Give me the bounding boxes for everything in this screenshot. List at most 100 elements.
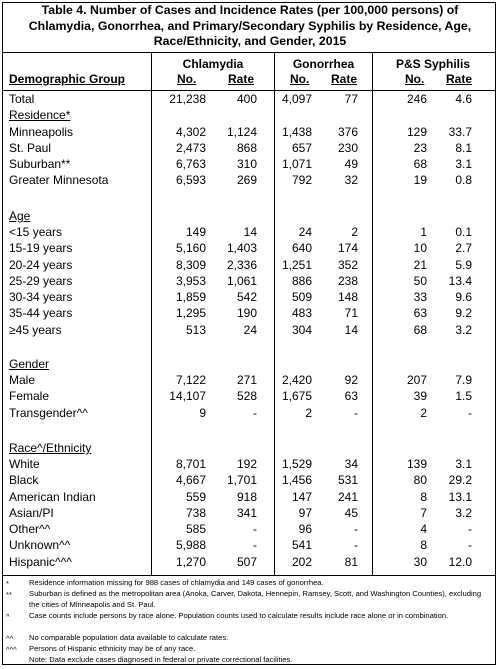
cell-go-rate: 148 — [337, 290, 358, 304]
cell-go-rate: - — [354, 538, 358, 552]
cell-go-no: 509 — [291, 290, 312, 304]
row-label: 25-29 years — [9, 274, 73, 288]
row-label: <15 years — [9, 225, 63, 239]
syphilis-header: P&S Syphilis — [395, 57, 471, 71]
cell-sy-no: 21 — [413, 258, 427, 272]
row-label: Male — [9, 373, 36, 387]
cell-sy-rate: 0.1 — [455, 225, 472, 239]
section-header: Race^/Ethnicity — [9, 441, 92, 455]
cell-ch-rate: 918 — [236, 490, 257, 504]
cell-sy-rate: 0.8 — [455, 173, 472, 187]
cell-sy-rate: 12.0 — [448, 555, 472, 569]
row-label: American Indian — [9, 490, 96, 504]
header-divider — [3, 90, 495, 91]
cell-ch-no: 585 — [185, 522, 206, 536]
cell-ch-no: 14,107 — [169, 389, 206, 403]
cell-sy-rate: 8.1 — [455, 141, 472, 155]
cell-go-no: 2,420 — [281, 373, 312, 387]
cell-go-rate: 238 — [337, 274, 358, 288]
cell-ch-no: 1,270 — [175, 555, 206, 569]
title-divider — [3, 52, 495, 53]
cell-go-no: 640 — [291, 241, 312, 255]
cell-go-rate: 81 — [344, 555, 358, 569]
cell-sy-no: 2 — [420, 406, 427, 420]
cell-ch-no: 1,295 — [175, 306, 206, 320]
gonorrhea-rate-header: Rate — [331, 72, 358, 86]
cell-go-rate: 352 — [337, 258, 358, 272]
column-divider — [274, 53, 275, 575]
cell-go-no: 1,456 — [281, 473, 312, 487]
cell-sy-no: 80 — [413, 473, 427, 487]
footnote-text: Suburban is defined as the metropolitan … — [29, 589, 482, 609]
cell-sy-rate: 4.6 — [455, 92, 472, 106]
row-label: 15-19 years — [9, 241, 73, 255]
cell-go-rate: 531 — [337, 473, 358, 487]
row-label: Hispanic^^^ — [9, 555, 72, 569]
cell-go-rate: - — [354, 406, 358, 420]
cell-sy-no: 4 — [420, 522, 427, 536]
cell-sy-rate: 3.1 — [455, 157, 472, 171]
footnote-text: Case counts include persons by race alon… — [29, 611, 449, 620]
cell-go-rate: 174 — [337, 241, 358, 255]
section-header: Gender — [9, 357, 50, 371]
cell-ch-rate: 400 — [236, 92, 257, 106]
cell-ch-no: 6,593 — [175, 173, 206, 187]
cell-sy-rate: 1.5 — [455, 389, 472, 403]
column-divider — [151, 53, 152, 575]
cell-ch-no: 513 — [185, 323, 206, 337]
chlamydia-no-header: No. — [177, 72, 197, 86]
footnote-text: No comparable population data available … — [29, 633, 229, 642]
cell-ch-rate: 269 — [236, 173, 257, 187]
cell-go-no: 541 — [291, 538, 312, 552]
cell-go-no: 792 — [291, 173, 312, 187]
syphilis-no-header: No. — [405, 72, 425, 86]
cell-go-rate: 77 — [344, 92, 358, 106]
footnote-symbol: ** — [6, 590, 12, 599]
cell-ch-no: 21,238 — [169, 92, 206, 106]
cell-ch-rate: 1,061 — [226, 274, 257, 288]
cell-ch-no: 4,302 — [175, 125, 206, 139]
cell-ch-rate: 341 — [236, 506, 257, 520]
cell-sy-rate: 3.1 — [455, 457, 472, 471]
cell-go-no: 1,675 — [281, 389, 312, 403]
demographic-group-header: Demographic Group — [9, 72, 126, 86]
cell-ch-rate: 528 — [236, 389, 257, 403]
cell-ch-no: 5,160 — [175, 241, 206, 255]
cell-go-rate: 2 — [351, 225, 358, 239]
cell-ch-no: 5,988 — [175, 538, 206, 552]
cell-sy-no: 8 — [420, 490, 427, 504]
cell-go-rate: 32 — [344, 173, 358, 187]
cell-ch-rate: 190 — [236, 306, 257, 320]
cell-sy-no: 30 — [413, 555, 427, 569]
cell-go-no: 1,529 — [281, 457, 312, 471]
row-label: Asian/PI — [9, 506, 54, 520]
note-text: Note: Data exclude cases diagnosed in fe… — [29, 655, 293, 664]
cell-sy-no: 23 — [413, 141, 427, 155]
cell-go-rate: 376 — [337, 125, 358, 139]
cell-go-no: 1,071 — [281, 157, 312, 171]
cell-go-no: 202 — [291, 555, 312, 569]
footnote-divider — [3, 575, 495, 576]
section-header: Age — [9, 209, 31, 223]
section-header: Residence* — [9, 108, 71, 122]
cell-sy-no: 63 — [413, 306, 427, 320]
cell-ch-no: 149 — [185, 225, 206, 239]
cell-ch-rate: 271 — [236, 373, 257, 387]
cell-ch-rate: 24 — [243, 323, 257, 337]
cell-sy-rate: 13.1 — [448, 490, 472, 504]
cell-sy-rate: - — [468, 538, 472, 552]
gonorrhea-no-header: No. — [290, 72, 310, 86]
row-label: 35-44 years — [9, 306, 73, 320]
row-label: 20-24 years — [9, 258, 73, 272]
cell-sy-no: 129 — [406, 125, 427, 139]
cell-ch-rate: 2,336 — [226, 258, 257, 272]
cell-sy-rate: 9.2 — [455, 306, 472, 320]
footnote-symbol: ^^^ — [6, 645, 17, 654]
row-label: Suburban** — [9, 157, 71, 171]
row-label: St. Paul — [9, 141, 52, 155]
cell-ch-rate: 192 — [236, 457, 257, 471]
cell-go-rate: - — [354, 522, 358, 536]
cell-sy-no: 1 — [420, 225, 427, 239]
cell-sy-rate: - — [468, 522, 472, 536]
footnote-symbol: ^ — [6, 612, 10, 621]
